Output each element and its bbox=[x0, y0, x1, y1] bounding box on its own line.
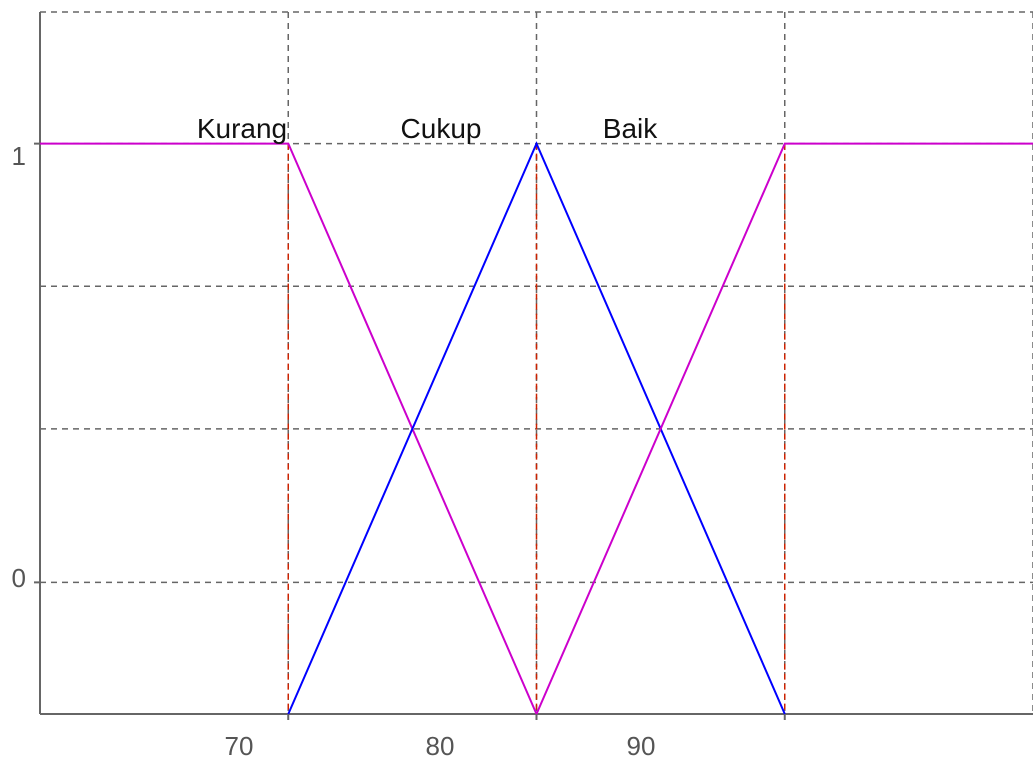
axes bbox=[34, 12, 1033, 720]
series-line-baik bbox=[535, 142, 1033, 715]
series-line-kurang bbox=[40, 142, 538, 715]
series-line-cukup bbox=[287, 141, 786, 715]
y-tick-label-0: 0 bbox=[12, 563, 26, 593]
series-label-cukup: Cukup bbox=[401, 113, 482, 144]
series-label-kurang: Kurang bbox=[197, 113, 287, 144]
x-tick-label-90: 90 bbox=[627, 731, 656, 761]
series-lines bbox=[40, 141, 1033, 715]
x-tick-label-80: 80 bbox=[426, 731, 455, 761]
series-label-baik: Baik bbox=[603, 113, 658, 144]
y-tick-label-1: 1 bbox=[12, 141, 26, 171]
vertical-marker-lines bbox=[287, 143, 786, 714]
x-tick-label-70: 70 bbox=[225, 731, 254, 761]
